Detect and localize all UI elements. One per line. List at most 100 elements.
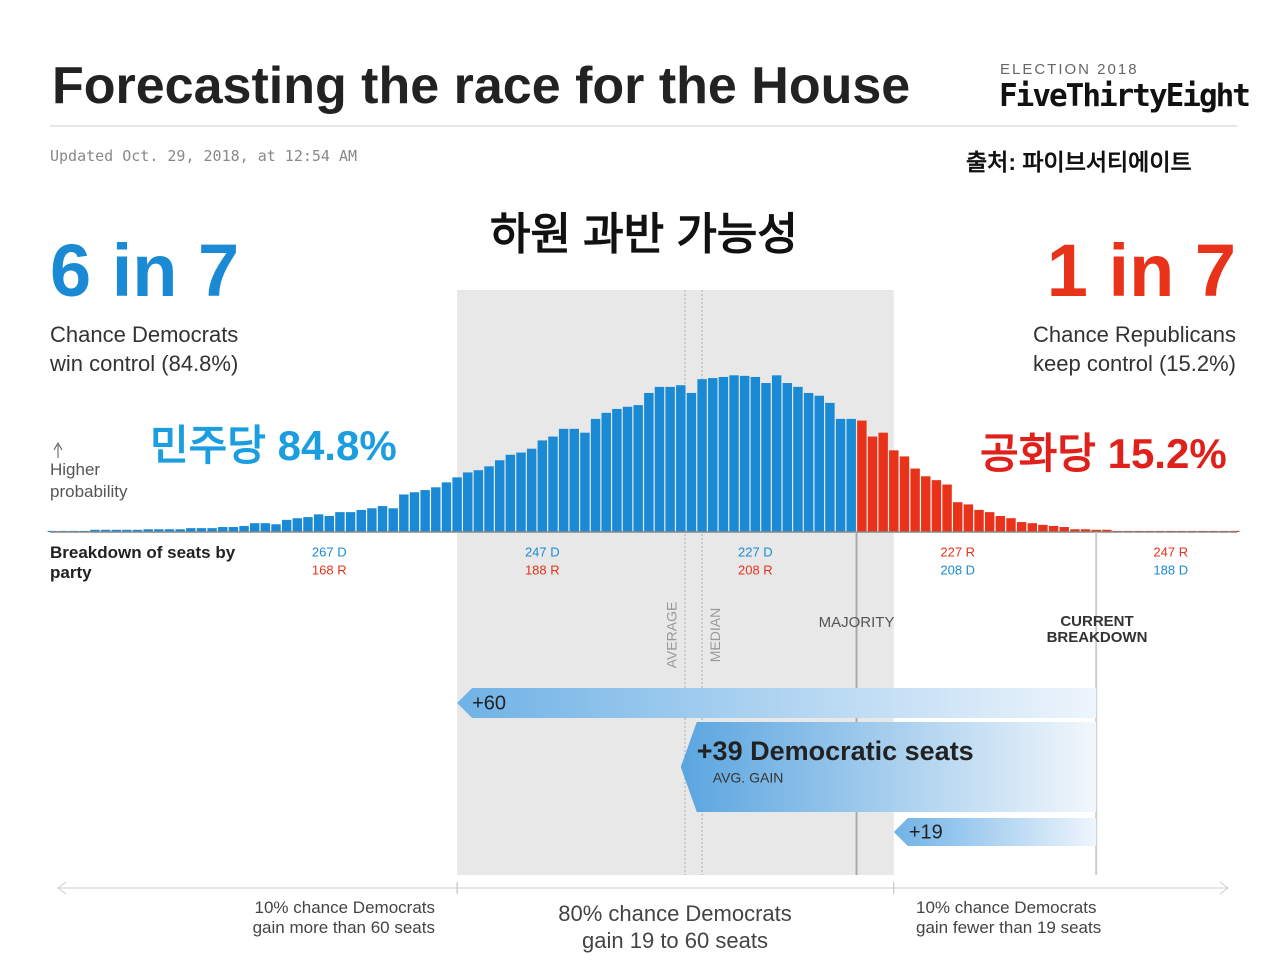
bar (399, 494, 409, 532)
bottom-arrows (57, 881, 1229, 895)
bar (90, 529, 100, 532)
bar (377, 506, 388, 532)
bar (835, 418, 846, 532)
bar (324, 516, 334, 532)
bar (154, 529, 164, 532)
x-tick-label: 227 R (940, 544, 975, 559)
bar (537, 440, 548, 532)
gain-label: +60 (472, 692, 506, 714)
bar (974, 509, 984, 532)
bar (1027, 523, 1038, 532)
y-label: Higher probability (50, 460, 128, 501)
dem-text: Chance Democrats win control (84.8%) (50, 322, 239, 376)
x-tick-label: 247 D (525, 544, 560, 559)
avg-gain-label: AVG. GAIN (713, 770, 784, 786)
bottom-left: 10% chance Democrats gain more than 60 s… (252, 898, 435, 937)
bar (484, 466, 494, 532)
bar (548, 436, 558, 532)
bar (1102, 529, 1112, 532)
bar (771, 375, 782, 532)
dem-overlay: 민주당 84.8% (150, 422, 397, 469)
bar (1016, 522, 1027, 532)
bottom-center: 80% chance Democrats gain 19 to 60 seats (558, 901, 792, 953)
bar (697, 379, 707, 532)
bar (1091, 529, 1101, 532)
bar (782, 383, 793, 532)
bar (654, 386, 665, 532)
bar (1059, 527, 1069, 532)
bar (665, 386, 675, 532)
bar (676, 385, 686, 532)
bar (345, 512, 356, 532)
bar (441, 482, 452, 532)
y-arrow-head (53, 441, 63, 451)
bar (750, 376, 761, 532)
rep-overlay: 공화당 15.2% (980, 430, 1227, 477)
gain-bar (680, 722, 1097, 812)
bar (942, 484, 952, 532)
bar (388, 508, 398, 532)
bar (494, 460, 505, 532)
bar (1006, 518, 1016, 532)
overlay-title: 하원 과반 가능성 (490, 210, 798, 259)
bar (729, 375, 739, 532)
bar (313, 514, 324, 532)
average-label: AVERAGE (664, 602, 680, 669)
current-label: CURRENT BREAKDOWN (1046, 613, 1148, 646)
brand: FiveThirtyEight (999, 78, 1251, 114)
gain-label: +39 Democratic seats (697, 736, 974, 766)
bar (622, 406, 633, 532)
title: Forecasting the race for the House (52, 57, 911, 115)
bar (921, 476, 931, 532)
x-tick-label: 227 D (738, 544, 773, 559)
bar (1038, 524, 1048, 532)
bar (644, 392, 654, 532)
x-label: Breakdown of seats by party (50, 543, 236, 582)
gain-label: +19 (909, 821, 943, 843)
bar (889, 450, 899, 532)
brand-small: ELECTION 2018 (1000, 61, 1139, 78)
bar (739, 375, 750, 532)
x-tick-label: 247 R (1153, 544, 1188, 559)
rep-odds: 1 in 7 (1046, 229, 1236, 312)
bar (196, 528, 207, 532)
bar (910, 468, 920, 532)
x-tick-label: 267 D (312, 544, 347, 559)
bar (867, 436, 878, 532)
bar (995, 516, 1006, 532)
updated: Updated Oct. 29, 2018, at 12:54 AM (50, 147, 358, 165)
bar (463, 472, 473, 532)
bar (878, 432, 888, 532)
median-label: MEDIAN (707, 608, 723, 662)
bar (953, 502, 963, 532)
gain-bar (893, 818, 1097, 846)
bar (100, 529, 111, 532)
bar (420, 490, 430, 532)
bar (718, 376, 729, 532)
bar (356, 509, 366, 532)
bar (814, 395, 824, 532)
bar (132, 529, 143, 532)
bar (1080, 529, 1091, 532)
bar (249, 523, 260, 532)
bar (931, 480, 942, 532)
bar (633, 405, 643, 532)
bar (143, 529, 153, 532)
bar (473, 470, 484, 532)
bar (857, 420, 867, 532)
bar (846, 418, 856, 532)
majority-label: MAJORITY (819, 614, 895, 631)
dem-odds: 6 in 7 (50, 229, 240, 312)
bar (207, 528, 217, 532)
bar (228, 527, 239, 532)
bar (218, 527, 228, 532)
bar (505, 454, 516, 532)
bar (526, 448, 537, 532)
bar (164, 529, 175, 532)
bar (1048, 525, 1059, 532)
rep-text: Chance Republicans keep control (15.2%) (1032, 322, 1236, 376)
bar (601, 412, 611, 532)
bar (825, 402, 835, 532)
